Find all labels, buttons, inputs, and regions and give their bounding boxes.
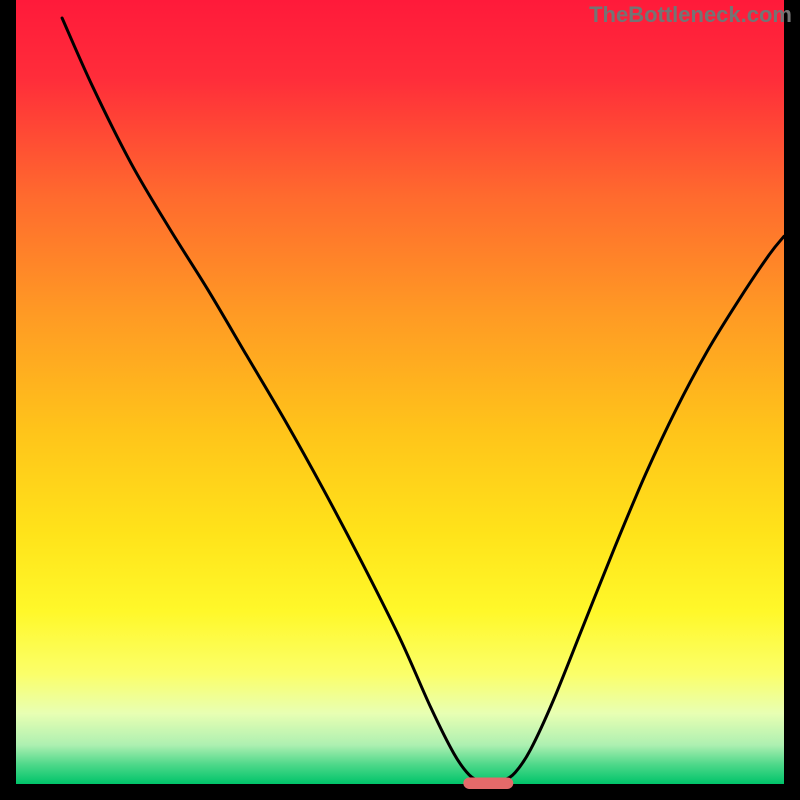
valley-marker	[463, 777, 513, 788]
bottleneck-chart	[0, 0, 800, 800]
frame-right	[784, 0, 800, 800]
frame-bottom	[0, 784, 800, 800]
watermark-text: TheBottleneck.com	[589, 2, 792, 28]
gradient-background	[16, 0, 784, 784]
frame-left	[0, 0, 16, 800]
